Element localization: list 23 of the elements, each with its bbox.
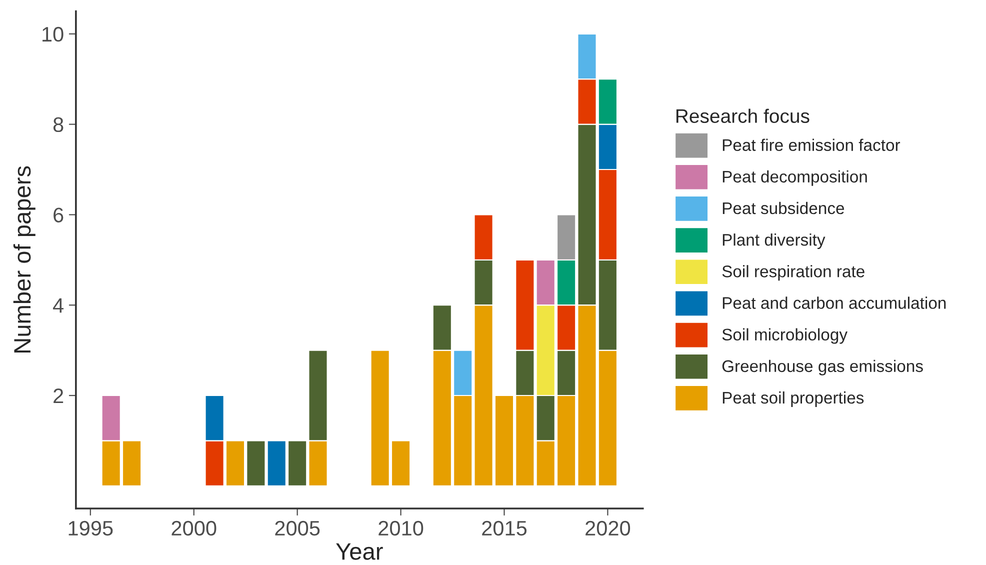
legend-label: Soil microbiology (722, 328, 848, 344)
legend-label: Greenhouse gas emissions (722, 360, 923, 376)
x-tick-label: 2005 (275, 520, 320, 536)
legend-label: Peat fire emission factor (722, 138, 900, 151)
x-tick-label: 1995 (68, 520, 113, 536)
legend-title: Research focus (676, 108, 810, 123)
x-tick-label: 2010 (378, 520, 424, 536)
x-tick-label: 2000 (172, 520, 216, 536)
y-tick-label: 8 (53, 117, 64, 132)
x-tick-label: 2020 (586, 520, 630, 536)
y-axis-title: Number of papers (13, 166, 36, 352)
y-tick-label: 10 (42, 26, 64, 42)
legend-label: Peat and carbon accumulation (722, 296, 946, 309)
y-tick-label: 4 (53, 298, 64, 313)
legend-label: Peat soil properties (722, 391, 864, 407)
legend-label: Peat subsidence (722, 202, 844, 214)
y-tick-label: 2 (54, 388, 64, 404)
y-tick-label: 6 (54, 208, 64, 222)
x-tick-label: 2015 (482, 520, 527, 536)
legend-label: Peat decomposition (722, 170, 867, 186)
legend-label: Plant diversity (722, 234, 826, 250)
x-axis-title: Year (336, 543, 383, 560)
legend-label: Soil respiration rate (722, 265, 864, 281)
